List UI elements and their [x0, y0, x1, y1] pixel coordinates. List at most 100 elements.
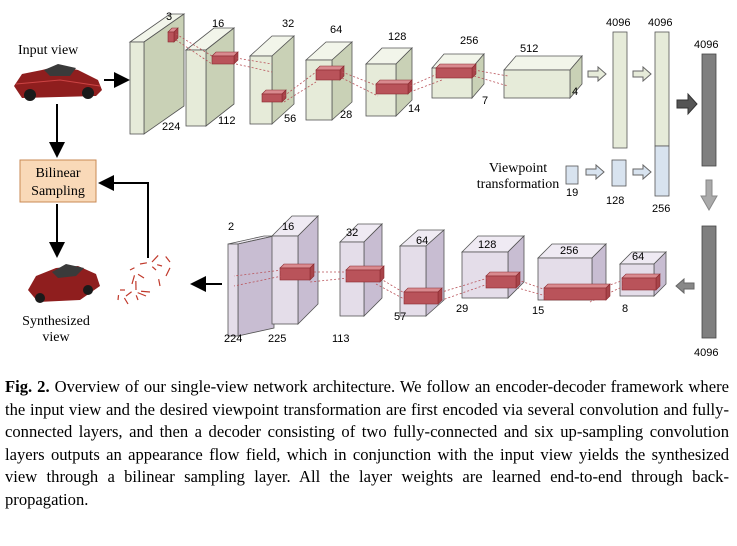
decoder-size-label: 57	[394, 311, 406, 323]
flow-vector	[158, 279, 161, 287]
encoder-channel-label: 64	[330, 24, 342, 36]
viewpoint-input-layer	[565, 165, 579, 185]
encoder-channel-label: 32	[282, 18, 294, 30]
viewpoint-arrow	[585, 163, 605, 181]
encoder-kernel-projection	[341, 71, 379, 97]
encoder-size-label: 56	[284, 113, 296, 125]
decoder-channel-label: 256	[560, 245, 578, 257]
fc-to-decoder-arrow	[676, 92, 698, 116]
viewpoint-label-line2: transformation	[477, 177, 559, 192]
flow-vector	[151, 255, 159, 263]
encoder-conv-layer	[503, 54, 583, 100]
caption-label: Fig. 2.	[5, 377, 50, 396]
decoder-fc-size-label: 4096	[694, 39, 718, 51]
encoder-kernel	[211, 51, 239, 65]
decoder-channel-label: 16	[282, 221, 294, 233]
viewpoint-label-line1: Viewpoint	[489, 161, 547, 176]
encoder-size-label: 224	[162, 121, 180, 133]
encoder-kernel	[167, 27, 179, 43]
encoder-conv-layer	[128, 13, 186, 135]
encoder-to-fc-arrow	[587, 65, 607, 83]
decoder-conv-layer	[227, 235, 275, 337]
decoder-channel-label: 2	[228, 221, 234, 233]
fc-down-arrow	[700, 179, 718, 212]
decoder-fc-layer	[701, 225, 717, 339]
flow-vector	[165, 267, 171, 277]
encoder-fc-size-label: 4096	[606, 17, 630, 29]
encoder-size-label: 14	[408, 103, 420, 115]
encoder-channel-label: 16	[212, 18, 224, 30]
encoder-kernel	[375, 79, 413, 95]
decoder-kernel-projection	[441, 277, 489, 301]
encoder-kernel-projection	[473, 69, 509, 87]
appearance-flow-field	[117, 255, 171, 305]
encoder-conv-layer	[304, 41, 354, 121]
flow-vector	[151, 266, 157, 271]
bilinear-label-line1: Bilinear	[35, 166, 80, 181]
decoder-channel-label: 128	[478, 239, 496, 251]
decoder-size-label: 113	[332, 333, 350, 345]
encoder-kernel	[435, 63, 477, 79]
flow-vector	[117, 294, 120, 301]
encoder-conv-layer	[248, 35, 296, 125]
flow-vector	[139, 262, 147, 265]
decoder-kernel	[543, 283, 611, 301]
viewpoint-size-label: 128	[606, 195, 624, 207]
encoder-kernel	[261, 89, 287, 103]
input-car-image	[14, 64, 102, 101]
flow-vector	[165, 256, 171, 263]
decoder-kernel	[403, 287, 443, 305]
flow-vector	[140, 290, 151, 293]
viewpoint-arrow	[632, 163, 652, 181]
encoder-fc-layer	[612, 31, 628, 149]
flow-vector	[129, 267, 135, 271]
encoder-channel-label: 512	[520, 43, 538, 55]
synthesized-label-line1: Synthesized	[22, 314, 90, 329]
flow-vector	[123, 297, 129, 305]
encoder-size-label: 7	[482, 95, 488, 107]
decoder-channel-label: 64	[632, 251, 644, 263]
decoder-size-label: 224	[224, 333, 242, 345]
decoder-size-label: 15	[532, 305, 544, 317]
synthesized-label-line2: view	[42, 330, 70, 345]
decoder-channel-label: 64	[416, 235, 428, 247]
caption-text: Overview of our single-view network arch…	[5, 377, 729, 509]
decoder-kernel	[485, 271, 521, 289]
architecture-diagram: Input view Bilinear Sampling Synthesized…	[14, 11, 718, 359]
decoder-fc-size-label: 4096	[694, 347, 718, 359]
figure-caption: Fig. 2. Overview of our single-view netw…	[5, 376, 729, 512]
encoder-channel-label: 256	[460, 35, 478, 47]
synthesized-car-image	[28, 264, 100, 303]
flow-vector	[135, 295, 139, 301]
encoder-size-label: 112	[218, 115, 236, 127]
viewpoint-size-label: 19	[566, 187, 578, 199]
decoder-channel-label: 32	[346, 227, 358, 239]
input-view-label: Input view	[18, 43, 79, 58]
viewpoint-fc-concat	[654, 145, 670, 197]
flow-vector	[137, 273, 145, 279]
bilinear-sampling-box	[19, 159, 97, 203]
decoder-kernel	[345, 265, 385, 283]
flow-vector	[131, 275, 136, 285]
fc-to-decoder-conv-arrow	[675, 277, 695, 295]
encoder-kernel-projection	[283, 71, 317, 103]
encoder-channel-label: 3	[166, 11, 172, 23]
flow-vector	[137, 292, 147, 297]
bilinear-label-line2: Sampling	[31, 184, 85, 199]
encoder-fc-layer	[654, 31, 670, 147]
flow-vector	[125, 291, 132, 297]
encoder-kernel-projection	[175, 33, 213, 65]
encoder-kernel	[315, 65, 345, 81]
arrow-flow-to-bilinear	[98, 175, 149, 258]
decoder-size-label: 29	[456, 303, 468, 315]
encoder-size-label: 4	[572, 86, 578, 98]
flow-vector	[157, 264, 163, 267]
encoder-channel-label: 128	[388, 31, 406, 43]
decoder-fc-layer	[701, 53, 717, 167]
decoder-kernel	[621, 273, 661, 291]
decoder-kernel	[279, 263, 315, 281]
decoder-size-label: 8	[622, 303, 628, 315]
decoder-kernel-projection	[233, 269, 283, 287]
encoder-fc-size-label: 4096	[648, 17, 672, 29]
decoder-kernel-projection	[517, 279, 547, 297]
